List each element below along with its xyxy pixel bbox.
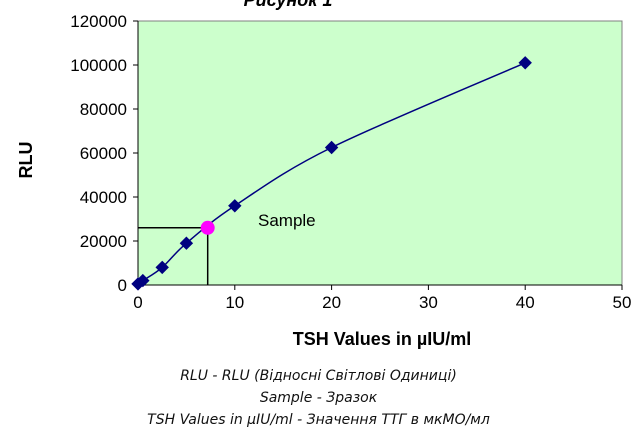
data-point xyxy=(136,273,150,288)
sample-guide-lines xyxy=(138,227,209,285)
caption-sample: Sample - Зразок xyxy=(259,390,378,406)
sample-point xyxy=(200,220,215,235)
y-tick-label: 80000 xyxy=(80,100,127,119)
y-tick-label: 0 xyxy=(118,276,127,295)
data-point xyxy=(228,199,242,213)
x-tick-label: 0 xyxy=(133,293,142,312)
x-tick-label: 50 xyxy=(613,293,632,312)
y-axis-title: RLU xyxy=(16,142,36,179)
x-axis-ticks: 0 10 20 30 40 50 xyxy=(133,285,631,312)
y-tick-label: 60000 xyxy=(80,144,127,163)
data-point xyxy=(324,140,339,155)
y-tick-label: 20000 xyxy=(80,232,127,251)
x-tick-label: 10 xyxy=(225,293,244,312)
x-tick-label: 40 xyxy=(516,293,535,312)
chart-title: Рисунок 1 xyxy=(244,0,333,10)
y-tick-label: 120000 xyxy=(70,12,127,31)
data-point xyxy=(518,56,532,70)
sample-point-group xyxy=(200,220,215,235)
caption-rlu: RLU - RLU (Відносні Світлові Одиниці) xyxy=(180,368,457,384)
x-tick-label: 20 xyxy=(322,293,341,312)
calibration-chart: Рисунок 1 0 20000 40000 60000 80000 100000 120… xyxy=(16,0,631,349)
caption-tsh: TSH Values in µIU/ml - Значення ТТГ в мк… xyxy=(147,412,490,428)
data-point xyxy=(155,260,169,275)
sample-label: Sample xyxy=(258,211,316,230)
y-axis-ticks: 0 20000 40000 60000 80000 100000 120000 xyxy=(70,12,138,295)
x-tick-label: 30 xyxy=(419,293,438,312)
data-point xyxy=(179,236,194,250)
x-axis-title: TSH Values in µIU/ml xyxy=(293,329,471,349)
data-markers xyxy=(131,56,532,291)
plot-area xyxy=(137,20,623,286)
y-tick-label: 40000 xyxy=(80,188,127,207)
y-tick-label: 100000 xyxy=(70,56,127,75)
